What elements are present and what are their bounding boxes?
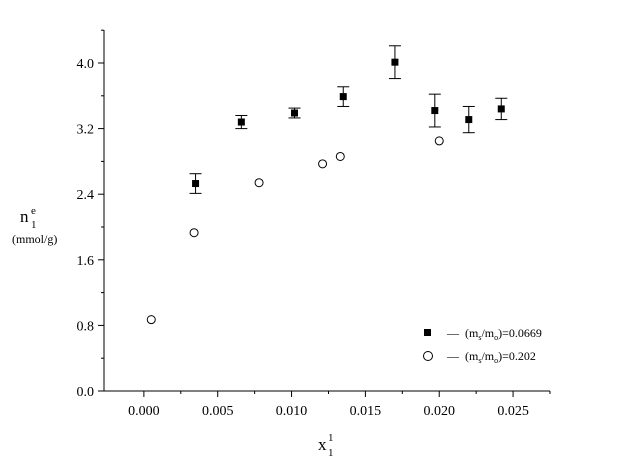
data-point-square: [391, 58, 399, 66]
data-point-square: [192, 180, 200, 188]
y-tick-label: 4.0: [77, 57, 95, 72]
data-point-square: [465, 116, 473, 124]
x-tick-label: 0.000: [128, 404, 160, 419]
data-point-circle: [434, 136, 444, 146]
svg-text:e: e: [31, 205, 36, 217]
y-tick-label: 2.4: [77, 188, 95, 203]
x-axis-title-main: x: [318, 435, 327, 454]
y-tick-label: 3.2: [77, 123, 95, 138]
legend-marker-circle: [423, 351, 433, 361]
data-point-circle: [318, 159, 328, 169]
data-point-circle: [335, 151, 345, 161]
y-tick-label: 0.8: [77, 319, 95, 334]
data-point-square: [339, 93, 347, 101]
x-axis-title: x 1 1: [318, 432, 334, 459]
x-tick-label: 0.010: [276, 404, 308, 419]
svg-text:1: 1: [31, 219, 37, 231]
legend: — (ms/mo)=0.0669 — (ms/mo)=0.202: [423, 326, 542, 365]
data-point-square: [291, 109, 299, 117]
x-axis-title-sub: 1: [328, 447, 334, 459]
x-tick-label: 0.020: [423, 404, 455, 419]
svg-text:x: x: [318, 435, 327, 454]
legend-label-2: — (ms/mo)=0.202: [446, 349, 536, 365]
x-tick-label: 0.015: [350, 404, 382, 419]
legend-label-1: — (ms/mo)=0.0669: [446, 326, 542, 342]
data-point-circle: [146, 315, 156, 325]
svg-text:(mmol/g): (mmol/g): [12, 232, 57, 246]
y-axis-title-sup: e: [31, 205, 36, 217]
svg-text:1: 1: [328, 432, 334, 444]
legend-marker-square: [424, 329, 431, 336]
data-series: [146, 45, 508, 325]
y-axis-ticks: 0.0 0.8 1.6 2.4 3.2 4.0: [77, 29, 104, 400]
x-tick-label: 0.025: [497, 404, 529, 419]
y-tick-label: 1.6: [77, 254, 95, 269]
y-axis-title: n e 1 (mmol/g): [12, 205, 57, 246]
svg-text:1: 1: [328, 447, 334, 459]
data-point-square: [237, 118, 245, 126]
y-axis-unit: (mmol/g): [12, 232, 57, 246]
data-point-square: [431, 107, 439, 115]
x-axis-title-sup: 1: [328, 432, 334, 444]
data-point-square: [497, 105, 505, 113]
y-tick-label: 0.0: [77, 385, 95, 400]
x-tick-label: 0.005: [202, 404, 234, 419]
data-point-circle: [189, 228, 199, 238]
x-axis-ticks: 0.000 0.005 0.010 0.015 0.020 0.025: [128, 391, 551, 419]
data-point-circle: [254, 178, 264, 188]
y-axis-title-main: n: [20, 207, 29, 226]
svg-text:n: n: [20, 207, 29, 226]
y-axis-title-sub: 1: [31, 219, 37, 231]
